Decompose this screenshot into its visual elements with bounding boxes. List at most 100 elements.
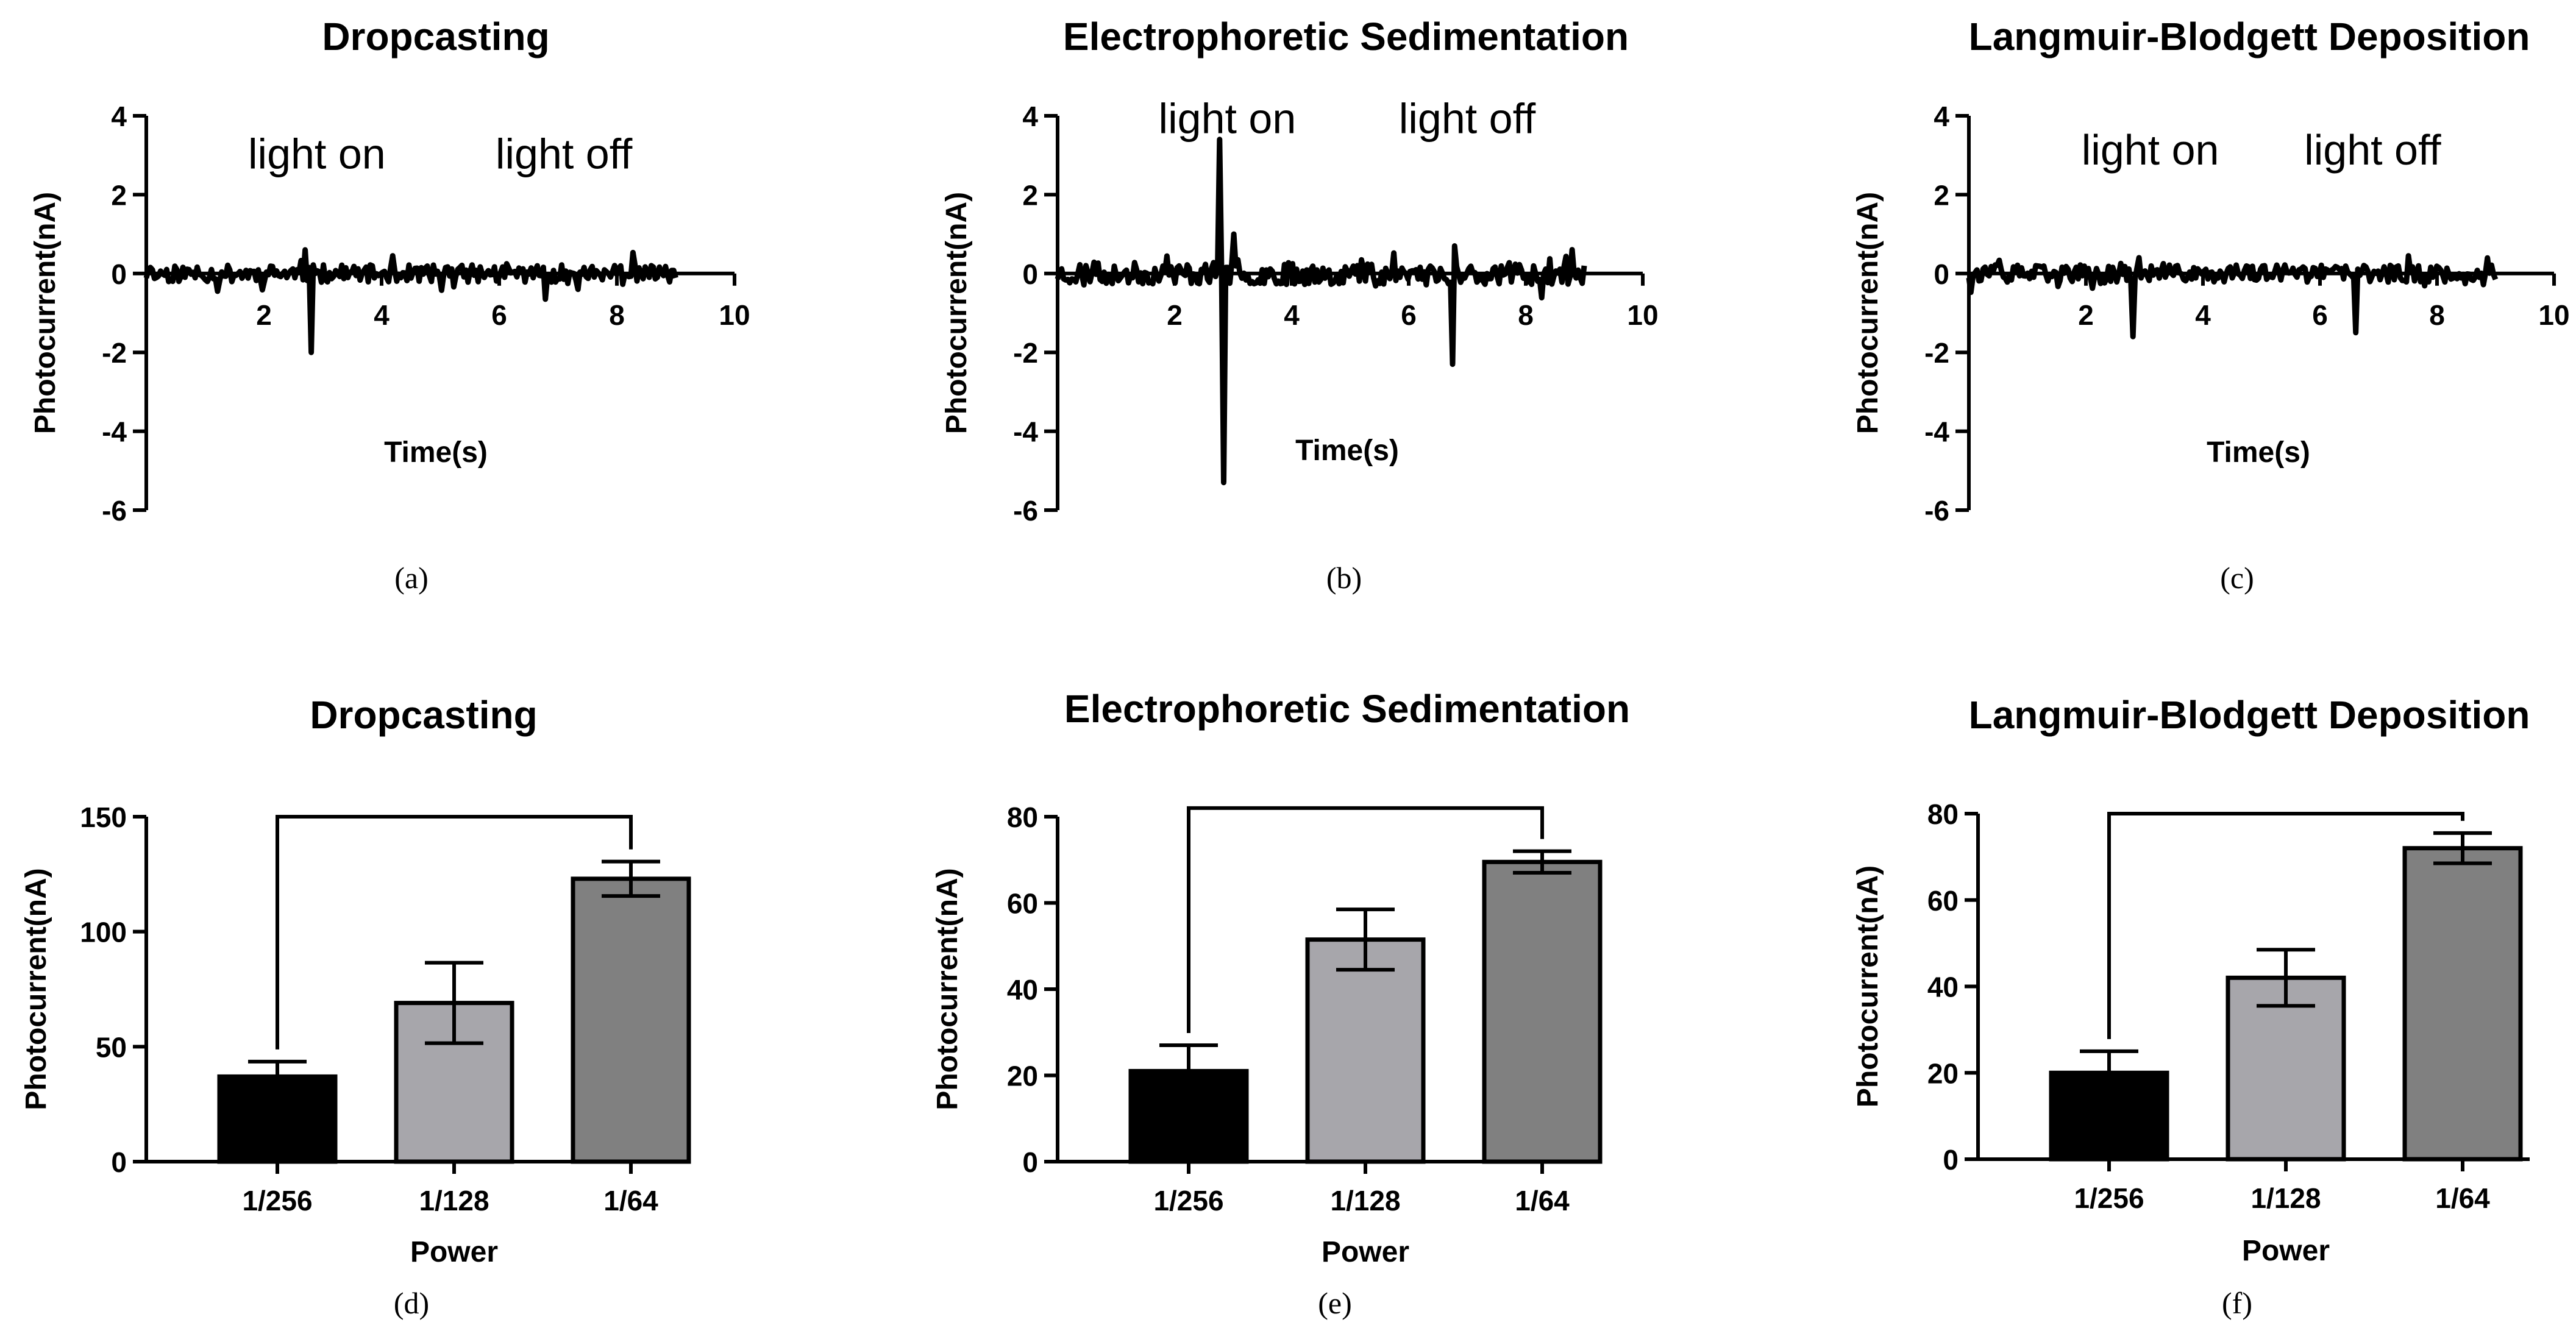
x-tick-label: 1/256 xyxy=(1153,1185,1223,1216)
x-tick-label: 1/256 xyxy=(242,1185,312,1216)
significance-bracket xyxy=(1187,806,1544,1033)
x-tick-label: 4 xyxy=(374,299,390,331)
x-tick-label: 4 xyxy=(1284,299,1300,331)
bar xyxy=(1482,859,1603,1164)
y-tick-label: 0 xyxy=(1943,1144,1959,1176)
y-axis-label: Photocurrent(nA) xyxy=(931,868,964,1110)
chart-title: Langmuir-Blodgett Deposition xyxy=(1969,693,2530,737)
bar xyxy=(1305,937,1426,1164)
x-tick-label: 1/64 xyxy=(603,1185,658,1216)
y-tick-label: 80 xyxy=(1007,801,1038,833)
bar xyxy=(2402,846,2523,1162)
y-tick-label: -2 xyxy=(1013,337,1038,369)
x-tick-label: 1/64 xyxy=(1515,1185,1570,1216)
panel-caption: (f) xyxy=(2222,1286,2252,1320)
x-tick-label: 10 xyxy=(1627,299,1658,331)
chart-f: Langmuir-Blodgett Deposition (f) 0 20 40 60 80… xyxy=(1852,693,2530,1320)
x-tick-label: 2 xyxy=(2078,299,2094,331)
x-tick-label: 2 xyxy=(256,299,272,331)
annotation: light on xyxy=(2082,126,2219,174)
significance-bracket xyxy=(2107,812,2464,1039)
y-tick-label: 80 xyxy=(1927,798,1959,830)
panel-caption: (d) xyxy=(394,1286,429,1320)
series-line xyxy=(143,247,678,355)
y-axis-label: Photocurrent(nA) xyxy=(941,192,973,434)
x-axis-label: Power xyxy=(2242,1235,2330,1267)
y-tick-label: -6 xyxy=(1924,495,1949,527)
annotation: light off xyxy=(1399,94,1536,142)
chart-c: Langmuir-Blodgett Deposition (c) 4 2 0 -2 -4 -6… xyxy=(1852,15,2570,595)
chart-title: Electrophoretic Sedimentation xyxy=(1064,687,1630,731)
y-axis-label: Photocurrent(nA) xyxy=(29,192,62,434)
chart-title: Dropcasting xyxy=(322,15,549,59)
x-tick-label: 1/256 xyxy=(2074,1182,2144,1214)
panel-caption: (e) xyxy=(1318,1286,1352,1320)
y-axis-label: Photocurrent(nA) xyxy=(1852,192,1884,434)
x-tick-label: 8 xyxy=(609,299,625,331)
y-tick-label: 20 xyxy=(1007,1060,1038,1092)
x-tick-label: 8 xyxy=(2429,299,2445,331)
panel-caption: (c) xyxy=(2220,561,2254,595)
y-tick-label: 150 xyxy=(80,801,127,833)
y-tick-label: 0 xyxy=(1022,1146,1038,1178)
panel-caption: (b) xyxy=(1326,561,1362,595)
x-axis-label: Time(s) xyxy=(2207,436,2310,469)
x-tick-label: 1/64 xyxy=(2435,1182,2490,1214)
y-tick-label: 2 xyxy=(111,179,127,211)
y-tick-label: -6 xyxy=(1013,495,1038,527)
x-tick-label: 6 xyxy=(2312,299,2328,331)
x-axis-label: Time(s) xyxy=(1295,435,1399,467)
chart-title: Dropcasting xyxy=(310,693,537,737)
x-tick-label: 1/128 xyxy=(2250,1182,2321,1214)
y-tick-label: -2 xyxy=(1924,337,1949,369)
y-tick-label: 4 xyxy=(1022,101,1038,132)
x-tick-label: 8 xyxy=(1518,299,1534,331)
x-axis-label: Power xyxy=(1322,1236,1409,1268)
annotation: light on xyxy=(1159,94,1297,142)
x-axis-label: Power xyxy=(410,1236,498,1268)
y-tick-label: 60 xyxy=(1007,888,1038,920)
chart-e: Electrophoretic Sedimentation (e) 0 20 40 60 8… xyxy=(931,687,1630,1320)
x-axis-label: Time(s) xyxy=(384,436,488,469)
y-axis-label: Photocurrent(nA) xyxy=(20,868,52,1110)
series-line xyxy=(1966,253,2499,339)
y-tick-label: 4 xyxy=(111,101,127,132)
x-tick-label: 6 xyxy=(1401,299,1417,331)
x-tick-label: 2 xyxy=(1167,299,1183,331)
x-tick-label: 1/128 xyxy=(419,1185,489,1216)
annotation: light off xyxy=(2304,126,2441,174)
y-tick-label: 2 xyxy=(1934,179,1949,211)
y-tick-label: 40 xyxy=(1007,974,1038,1006)
x-tick-label: 10 xyxy=(719,299,750,331)
annotation: light on xyxy=(248,130,386,178)
x-tick-label: 4 xyxy=(2195,299,2211,331)
significance-bracket xyxy=(276,815,633,1050)
y-tick-label: -2 xyxy=(102,337,127,369)
y-axis-label: Photocurrent(nA) xyxy=(1852,865,1884,1107)
y-tick-label: 2 xyxy=(1022,179,1038,211)
y-tick-label: 100 xyxy=(80,917,127,948)
bar xyxy=(2226,975,2346,1162)
y-tick-label: 0 xyxy=(1934,258,1949,290)
y-tick-label: 60 xyxy=(1927,885,1959,917)
panel-caption: (a) xyxy=(394,561,429,595)
x-tick-label: 6 xyxy=(491,299,507,331)
y-tick-label: 50 xyxy=(96,1031,127,1063)
chart-b: Electrophoretic Sedimentation (b) 4 2 0 -2 -4 -… xyxy=(941,15,1659,595)
y-tick-label: 0 xyxy=(111,258,127,290)
chart-a: Dropcasting (a) 4 2 0 -2 -4 -6 2 4 6 8 10 Time(s) Phot… xyxy=(29,15,750,595)
annotation: light off xyxy=(496,130,633,178)
y-tick-label: 40 xyxy=(1927,971,1959,1003)
chart-d: Dropcasting (d) 0 50 100 150 1/256 1/128 1/64 Pow… xyxy=(20,693,691,1320)
series-line xyxy=(1055,137,1587,486)
y-tick-label: -4 xyxy=(1013,416,1038,448)
chart-title: Langmuir-Blodgett Deposition xyxy=(1969,15,2530,59)
x-tick-label: 10 xyxy=(2538,299,2569,331)
bar xyxy=(571,876,691,1164)
chart-title: Electrophoretic Sedimentation xyxy=(1063,15,1629,59)
y-tick-label: -4 xyxy=(102,416,127,448)
y-tick-label: 0 xyxy=(1022,258,1038,290)
y-tick-label: -4 xyxy=(1924,416,1949,448)
y-tick-label: -6 xyxy=(102,495,127,527)
